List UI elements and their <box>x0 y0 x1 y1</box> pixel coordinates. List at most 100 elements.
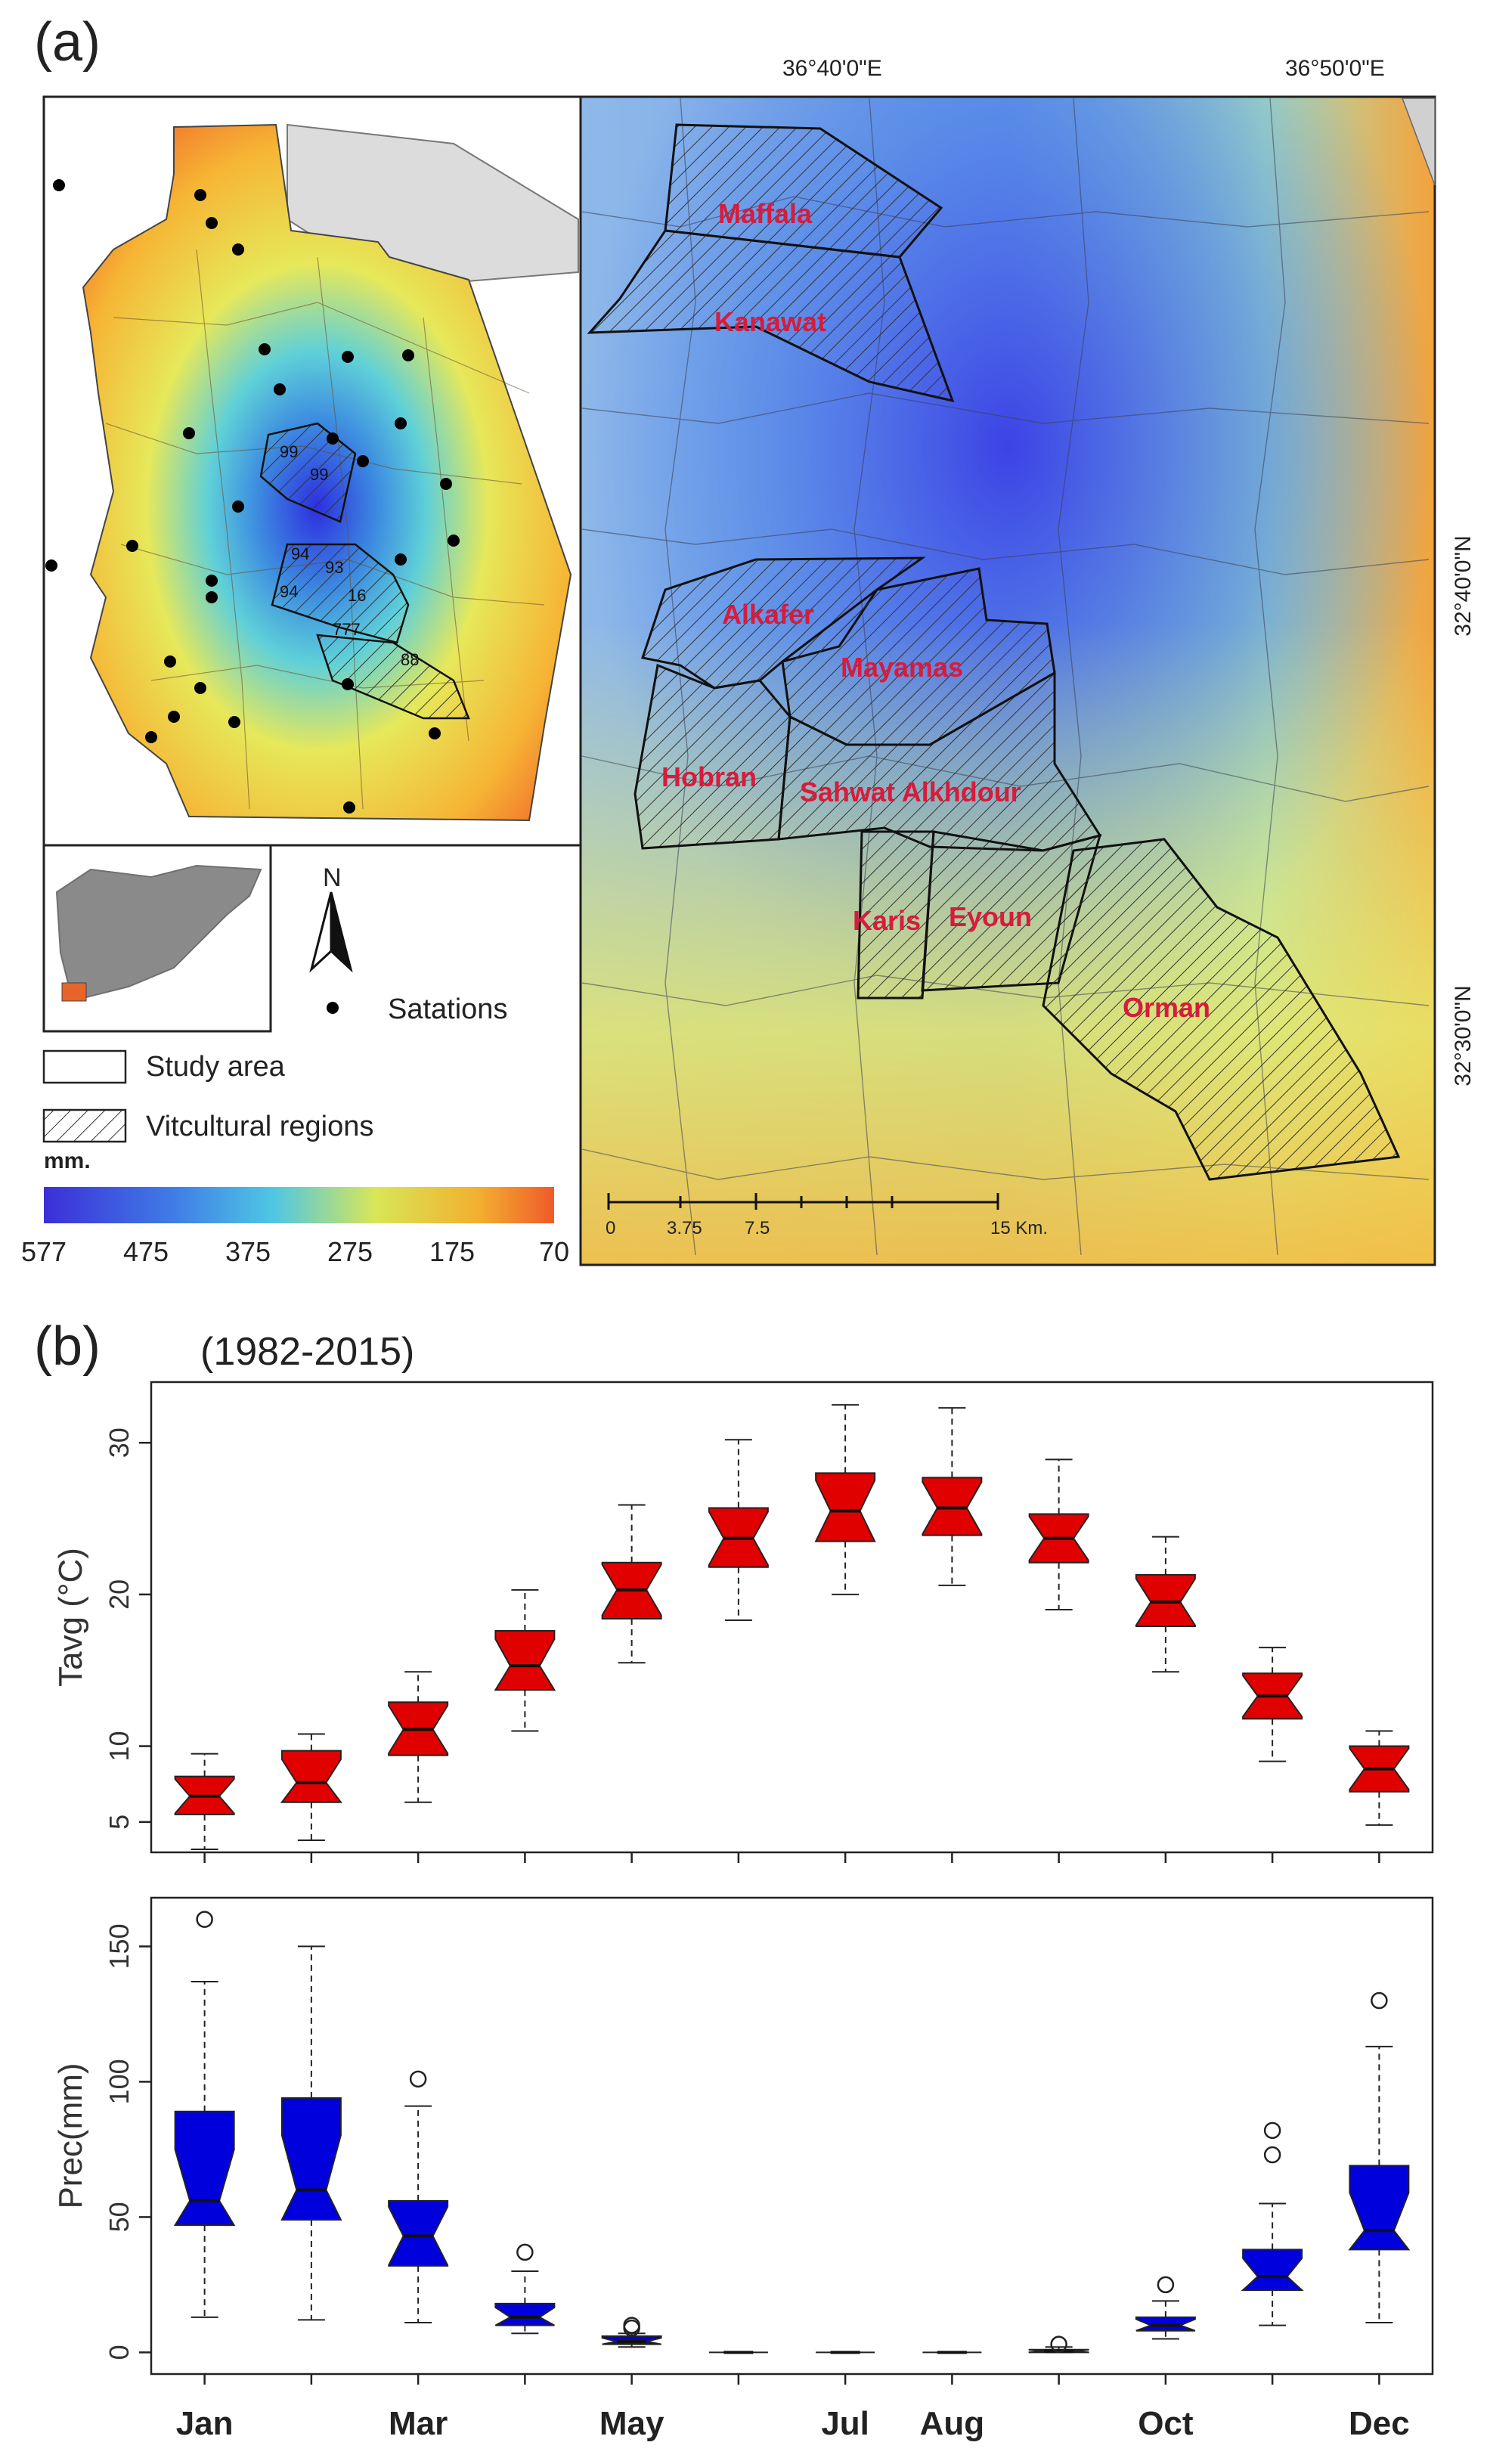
x-tick-label: Jul <box>821 2405 869 2442</box>
x-tick-label: Aug <box>920 2405 985 2442</box>
box-apr <box>494 1588 556 1732</box>
colorbar-ticks: 577 475 375 275 175 70 <box>21 1236 569 1267</box>
viticultural-regions <box>587 123 1401 1181</box>
box-apr <box>494 2243 556 2335</box>
outlier-point <box>516 2243 534 2261</box>
y-tick-label: 50 <box>104 2202 135 2232</box>
region-maffala: Maffala <box>718 198 813 229</box>
box-may <box>601 2317 662 2348</box>
legend: Satations Study area Vitcultural regions… <box>21 993 569 1267</box>
region-hobran: Hobran <box>661 761 757 792</box>
svg-text:93: 93 <box>325 558 343 577</box>
study-area-label: Study area <box>146 1051 286 1083</box>
svg-text:99: 99 <box>310 465 328 484</box>
box-oct <box>1135 2276 1196 2340</box>
colorbar-tick-label: 275 <box>327 1236 373 1267</box>
region-karis: Karis <box>853 905 921 936</box>
svg-text:0: 0 <box>606 1218 615 1238</box>
box-oct <box>1135 1536 1196 1673</box>
y-tick-label: 0 <box>104 2345 135 2360</box>
box-mar <box>388 2070 449 2323</box>
region-labels: Maffala Kanawat Alkafer Mayamas Hobran S… <box>661 198 1210 1023</box>
box-nov <box>1241 2122 1304 2326</box>
svg-text:99: 99 <box>280 442 298 461</box>
region-eyoun: Eyoun <box>949 901 1032 932</box>
plot-frame <box>150 1381 1434 1854</box>
colorbar-tick-label: 70 <box>539 1236 569 1267</box>
box-sep <box>1028 2335 1089 2354</box>
box-jun <box>708 1439 769 1622</box>
notched-box <box>280 2097 342 2221</box>
colorbar-tick-label: 577 <box>21 1236 67 1267</box>
outlier-point <box>409 2070 427 2088</box>
notched-box <box>922 1477 983 1536</box>
x-tick-label: Jan <box>176 2405 234 2442</box>
svg-text:7.5: 7.5 <box>745 1218 770 1238</box>
colorbar <box>44 1187 554 1223</box>
svg-text:94: 94 <box>280 582 298 601</box>
notched-box <box>1348 2165 1411 2251</box>
vitcultural-swatch <box>42 1108 127 1143</box>
x-tick-label: Mar <box>389 2405 448 2442</box>
top-coord-1: 36°40'0"E <box>782 56 882 81</box>
outlier-point <box>1157 2276 1175 2294</box>
outlier-point <box>1371 1991 1388 2010</box>
study-area-swatch <box>42 1049 127 1084</box>
region-kanawat: Kanawat <box>714 306 826 337</box>
notched-box <box>1135 1573 1196 1628</box>
colorbar-tick-label: 375 <box>225 1236 271 1267</box>
x-tick-label: May <box>599 2405 665 2442</box>
box-feb <box>280 1945 342 2321</box>
svg-text:N: N <box>323 863 342 892</box>
x-tick-label: Oct <box>1138 2405 1194 2442</box>
period-subtitle: (1982-2015) <box>200 1330 414 1374</box>
box-nov <box>1242 1647 1303 1762</box>
station-legend-label: Satations <box>388 993 507 1025</box>
outlier-point <box>196 1911 213 1928</box>
box-sep <box>1028 1458 1089 1610</box>
box-mar <box>388 1671 449 1803</box>
box-feb <box>280 1733 342 1841</box>
detail-map: Maffala Kanawat Alkafer Mayamas Hobran S… <box>579 56 1476 1266</box>
month-axis-labels: Jan Mar May Jul Aug Oct Dec <box>176 2405 1410 2442</box>
svg-text:3.75: 3.75 <box>667 1218 702 1238</box>
top-coord-2: 36°50'0"E <box>1285 56 1385 81</box>
region-mayamas: Mayamas <box>841 652 963 683</box>
y-axis: 5 10 20 30 <box>104 1427 151 1830</box>
y-axis-title: Tavg (°C) <box>52 1548 89 1687</box>
outlier-point <box>1050 2335 1067 2353</box>
temperature-boxplot: 5 10 20 30 Tavg (°C) <box>52 1381 1434 1863</box>
panel-b-label: (b) <box>34 1316 101 1377</box>
notched-box <box>494 2302 556 2326</box>
outlier-point <box>623 2317 640 2334</box>
outlier-point <box>1263 2146 1281 2164</box>
side-coord-2: 32°30'0"N <box>1451 985 1476 1086</box>
box-jul <box>814 1404 876 1595</box>
box-jan <box>174 1753 235 1850</box>
y-tick-label: 30 <box>104 1427 135 1458</box>
region-alkafer: Alkafer <box>722 599 814 630</box>
y-tick-label: 5 <box>104 1815 135 1830</box>
y-tick-label: 10 <box>104 1731 135 1762</box>
svg-text:88: 88 <box>401 650 419 669</box>
region-orman: Orman <box>1123 992 1210 1023</box>
x-tick-label: Dec <box>1349 2405 1410 2442</box>
region-sahwat-alkhdour: Sahwat Alkhdour <box>800 776 1021 807</box>
svg-text:15 Km.: 15 Km. <box>990 1218 1048 1238</box>
colorbar-unit: mm. <box>44 1148 91 1173</box>
y-axis-title: Prec(mm) <box>52 2063 89 2208</box>
y-tick-label: 100 <box>104 2059 135 2104</box>
inset-map <box>42 844 272 1033</box>
overview-labels: 99 99 94 93 94 16 777 88 <box>280 442 419 669</box>
scale-bar: 0 3.75 7.5 15 Km. <box>606 1193 1048 1238</box>
outlier-point <box>1263 2122 1281 2140</box>
colorbar-tick-label: 475 <box>123 1236 169 1267</box>
vitcultural-label: Vitcultural regions <box>146 1111 373 1142</box>
box-dec <box>1349 1730 1410 1826</box>
plot-frame <box>150 1896 1434 2376</box>
station-points <box>45 179 460 814</box>
side-coord-1: 32°40'0"N <box>1451 535 1476 636</box>
notched-box <box>388 2199 449 2267</box>
notched-box <box>173 2110 236 2227</box>
box-dec <box>1348 1991 1411 2323</box>
